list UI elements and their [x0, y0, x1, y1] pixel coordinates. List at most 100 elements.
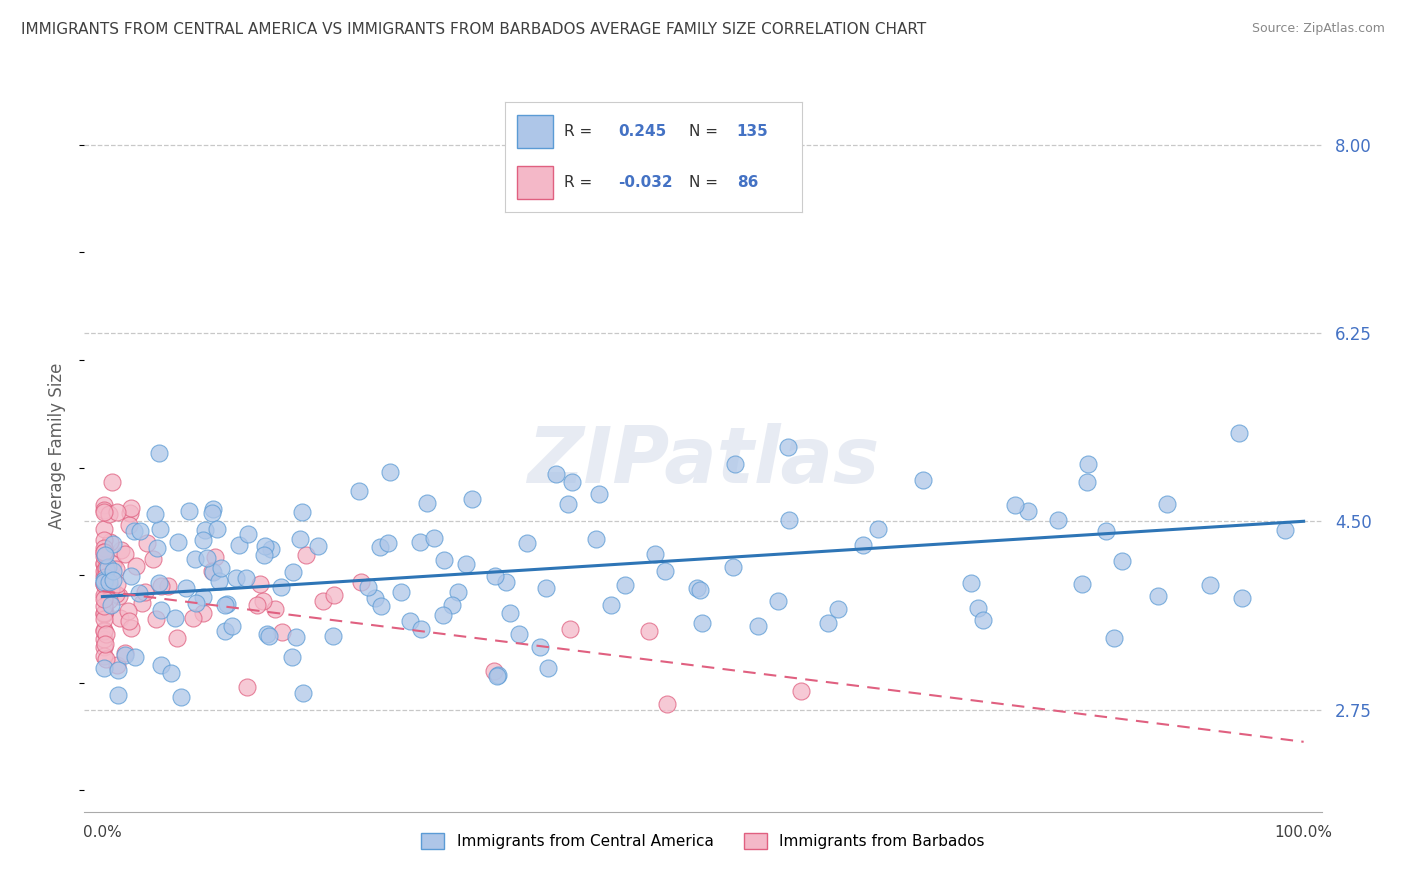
Point — [214, 598, 236, 612]
Point — [94, 570, 117, 584]
Point — [200, 564, 222, 578]
Point — [98, 593, 121, 607]
Text: Source: ZipAtlas.com: Source: ZipAtlas.com — [1251, 22, 1385, 36]
Point — [93, 541, 115, 556]
Point — [1076, 475, 1098, 489]
Point — [432, 608, 454, 623]
Point — [322, 629, 344, 643]
Point — [120, 569, 142, 583]
Point — [225, 571, 247, 585]
Text: IMMIGRANTS FROM CENTRAL AMERICA VS IMMIGRANTS FROM BARBADOS AVERAGE FAMILY SIZE : IMMIGRANTS FROM CENTRAL AMERICA VS IMMIG… — [21, 22, 927, 37]
Point — [93, 648, 115, 663]
Point — [128, 586, 150, 600]
Point — [1111, 553, 1133, 567]
Point — [204, 549, 226, 564]
Point — [120, 506, 142, 520]
Point — [93, 569, 115, 583]
Point — [368, 540, 391, 554]
Point — [93, 533, 115, 547]
Point — [160, 666, 183, 681]
Point — [195, 551, 218, 566]
Point — [93, 588, 115, 602]
Y-axis label: Average Family Size: Average Family Size — [48, 363, 66, 529]
Point — [94, 565, 117, 579]
Point — [1017, 504, 1039, 518]
Point — [120, 621, 142, 635]
Point — [100, 582, 122, 597]
Point — [149, 522, 172, 536]
Point — [228, 538, 250, 552]
Point — [93, 607, 115, 622]
Point — [723, 457, 745, 471]
Point — [600, 598, 623, 612]
Point — [613, 577, 636, 591]
Point — [93, 612, 115, 626]
Point — [1077, 457, 1099, 471]
Point — [193, 533, 215, 548]
Point — [93, 599, 115, 613]
Point — [484, 569, 506, 583]
Point — [389, 585, 412, 599]
Point — [165, 611, 187, 625]
Point — [236, 680, 259, 694]
Point — [655, 697, 678, 711]
Point — [790, 683, 813, 698]
Point — [585, 532, 607, 546]
Point — [150, 579, 173, 593]
Point — [972, 614, 994, 628]
Point — [145, 612, 167, 626]
Point — [817, 615, 839, 630]
Point — [686, 581, 709, 595]
Point — [93, 549, 115, 564]
Point — [1198, 577, 1220, 591]
Point — [93, 522, 115, 536]
Point — [93, 624, 115, 639]
Point — [1004, 498, 1026, 512]
Point — [93, 575, 115, 590]
Point — [149, 603, 172, 617]
Point — [200, 507, 222, 521]
Point — [93, 498, 115, 512]
Point — [638, 624, 661, 639]
Point — [104, 587, 127, 601]
Point — [103, 573, 125, 587]
Point — [689, 583, 711, 598]
Point — [238, 526, 260, 541]
Point — [370, 599, 392, 614]
Point — [411, 623, 433, 637]
Point — [124, 559, 146, 574]
Point — [201, 501, 224, 516]
Point — [134, 585, 156, 599]
Point — [207, 522, 229, 536]
Point — [181, 611, 204, 625]
Point — [721, 560, 744, 574]
Point — [93, 661, 115, 675]
Point — [256, 627, 278, 641]
Point — [94, 637, 117, 651]
Point — [118, 614, 141, 628]
Point — [246, 598, 269, 612]
Point — [1156, 497, 1178, 511]
Point — [1102, 631, 1125, 645]
Point — [912, 473, 935, 487]
Point — [778, 512, 800, 526]
Point — [166, 632, 188, 646]
Point — [253, 539, 276, 553]
Point — [422, 531, 444, 545]
Point — [209, 560, 232, 574]
Point — [93, 565, 115, 579]
Point — [93, 558, 115, 572]
Point — [94, 548, 117, 562]
Point — [136, 536, 159, 550]
Point — [281, 565, 304, 579]
Point — [270, 580, 292, 594]
Point — [499, 606, 522, 620]
Text: ZIPatlas: ZIPatlas — [527, 423, 879, 499]
Point — [93, 576, 115, 591]
Point — [110, 543, 132, 558]
Point — [176, 581, 198, 595]
Point — [447, 585, 470, 599]
Point — [145, 541, 167, 556]
Point — [93, 590, 115, 604]
Point — [966, 601, 988, 615]
